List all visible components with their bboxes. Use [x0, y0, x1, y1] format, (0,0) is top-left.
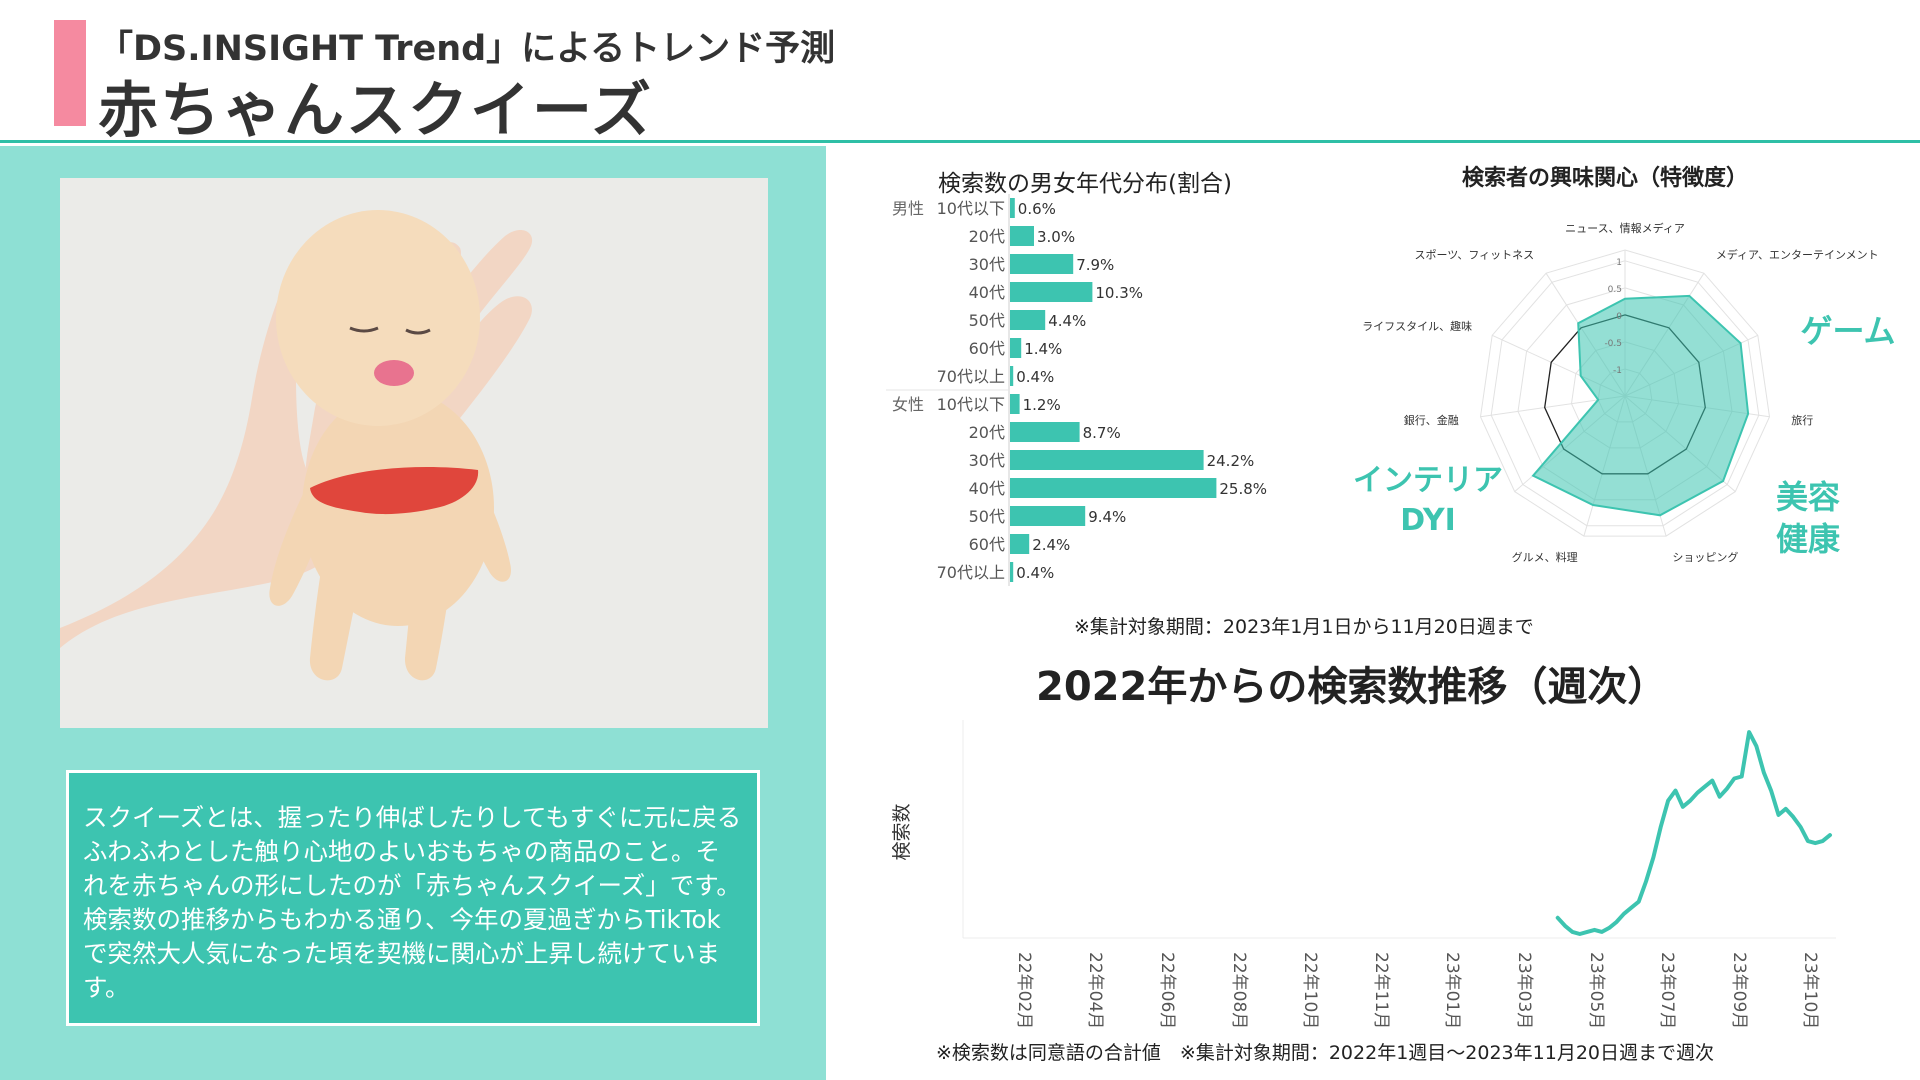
right-panel [826, 146, 1920, 1080]
x-tick-label: 22年10月 [1300, 952, 1320, 1029]
radar-axis-label: 旅行 [1791, 413, 1813, 427]
bar-value-label: 1.4% [1024, 340, 1062, 358]
radar-axis-label: メディア、エンターテインメント [1716, 248, 1879, 262]
header-divider [0, 140, 1920, 143]
radar-axis-label: ライフスタイル、趣味 [1362, 319, 1472, 333]
radar-chart-title: 検索者の興味関心（特徴度） [1462, 166, 1749, 191]
radar-axis-label: スポーツ、フィットネス [1414, 249, 1534, 262]
radar-highlight-label: 美容 [1776, 478, 1840, 516]
bar [1010, 394, 1020, 414]
bar-value-label: 7.9% [1076, 256, 1114, 274]
bar-group-label: 女性 [892, 395, 924, 414]
radar-highlight-label: 健康 [1776, 520, 1841, 558]
bar-chart: 男性 10代以下 0.6% 20代 3.0% 30代 7.9% 40代 10.3% 50代 4.4%… [886, 194, 1267, 586]
radar-axis-label: ショッピング [1672, 550, 1738, 564]
period-note-2: ※検索数は同意語の合計値 ※集計対象期間：2022年1週目〜2023年11月20… [936, 1042, 1714, 1064]
bar-category-label: 20代 [969, 227, 1005, 246]
x-tick-label: 22年02月 [1014, 952, 1034, 1029]
x-tick-label: 23年03月 [1514, 952, 1534, 1029]
bar [1010, 310, 1046, 330]
radar-axis-label: ニュース、情報メディア [1565, 221, 1685, 235]
bar-category-label: 30代 [969, 451, 1005, 470]
baby-squeeze-illustration [60, 178, 768, 728]
bar [1010, 198, 1015, 218]
bar [1010, 422, 1080, 442]
x-tick-label: 22年11月 [1371, 952, 1391, 1029]
radar-chart: 1 0.5 0 -0.5 -1 ニュース、情報メディアメディア、エンターテインメント旅行シ… [1353, 221, 1896, 564]
x-tick-label: 23年05月 [1586, 952, 1606, 1029]
bar [1010, 506, 1086, 526]
bar-category-label: 50代 [969, 311, 1005, 330]
header-accent-bar [54, 20, 86, 126]
x-tick-label: 23年10月 [1800, 952, 1820, 1029]
bar [1010, 338, 1022, 358]
bar [1010, 366, 1014, 386]
bar-value-label: 8.7% [1083, 424, 1121, 442]
bar-category-label: 50代 [969, 507, 1005, 526]
radar-highlight-label: インテリア [1353, 463, 1503, 498]
radar-axis-label: グルメ、料理 [1512, 550, 1578, 564]
bar-value-label: 1.2% [1023, 396, 1061, 414]
bar-value-label: 3.0% [1037, 228, 1075, 246]
bar [1010, 450, 1204, 470]
bar [1010, 226, 1034, 246]
bar-group-label: 男性 [892, 199, 924, 218]
bar [1010, 282, 1093, 302]
page-title: 赤ちゃんスクイーズ [98, 76, 653, 146]
line-series [1555, 730, 1832, 936]
product-photo [60, 178, 768, 728]
line-chart: 検索数 22年02月 22年04月 22年06月 22年08月 22年10月 22年11月 2… [891, 720, 1836, 1029]
x-tick-label: 22年04月 [1085, 952, 1105, 1029]
radar-tick-label: 0 [1616, 312, 1622, 322]
bar [1010, 534, 1030, 554]
bar-value-label: 0.4% [1016, 368, 1054, 386]
bar [1010, 562, 1014, 582]
radar-highlight-label: ゲーム [1800, 312, 1895, 350]
period-note-1: ※集計対象期間：2023年1月1日から11月20日週まで [1074, 616, 1534, 638]
bar-category-label: 30代 [969, 255, 1005, 274]
bar-value-label: 0.6% [1018, 200, 1056, 218]
bar-category-label: 40代 [969, 479, 1005, 498]
radar-tick-label: 1 [1616, 258, 1622, 268]
header: 「DS.INSIGHT Trend」によるトレンド予測 赤ちゃんスクイーズ [0, 0, 1920, 146]
radar-tick-label: -1 [1613, 366, 1622, 376]
bar-category-label: 10代以下 [937, 199, 1005, 218]
y-axis-label: 検索数 [891, 803, 913, 860]
line-chart-title: 2022年からの検索数推移（週次） [1036, 664, 1668, 710]
bar-value-label: 25.8% [1219, 480, 1267, 498]
bar-value-label: 24.2% [1207, 452, 1255, 470]
bar-value-label: 2.4% [1032, 536, 1070, 554]
radar-outer-ring [1479, 249, 1771, 537]
x-tick-label: 22年08月 [1229, 952, 1249, 1029]
bar [1010, 254, 1074, 274]
bar-category-label: 20代 [969, 423, 1005, 442]
radar-highlight-label: DYI [1400, 503, 1456, 538]
bar-value-label: 4.4% [1048, 312, 1086, 330]
x-tick-label: 23年01月 [1442, 952, 1462, 1029]
radar-series [1531, 294, 1750, 517]
bar-category-label: 40代 [969, 283, 1005, 302]
bar-value-label: 0.4% [1016, 564, 1054, 582]
bar-value-label: 9.4% [1088, 508, 1126, 526]
bar-category-label: 60代 [969, 535, 1005, 554]
x-tick-label: 22年06月 [1157, 952, 1177, 1029]
bar-chart-title: 検索数の男女年代分布(割合) [938, 171, 1232, 197]
bar-value-label: 10.3% [1095, 284, 1143, 302]
radar-grid-ring [1490, 260, 1760, 527]
radar-tick-label: -0.5 [1604, 339, 1622, 349]
bar-category-label: 70代以上 [937, 563, 1005, 582]
description-box: スクイーズとは、握ったり伸ばしたりしてもすぐに元に戻るふわふわとした触り心地のよ… [66, 770, 760, 1026]
bar [1010, 478, 1217, 498]
bar-category-label: 70代以上 [937, 367, 1005, 386]
bar-category-label: 10代以下 [937, 395, 1005, 414]
x-tick-label: 23年07月 [1657, 952, 1677, 1029]
header-subtitle: 「DS.INSIGHT Trend」によるトレンド予測 [98, 29, 836, 69]
bar-category-label: 60代 [969, 339, 1005, 358]
radar-axis-label: 銀行、金融 [1404, 413, 1459, 427]
x-tick-label: 23年09月 [1729, 952, 1749, 1029]
radar-tick-label: 0.5 [1608, 285, 1622, 295]
